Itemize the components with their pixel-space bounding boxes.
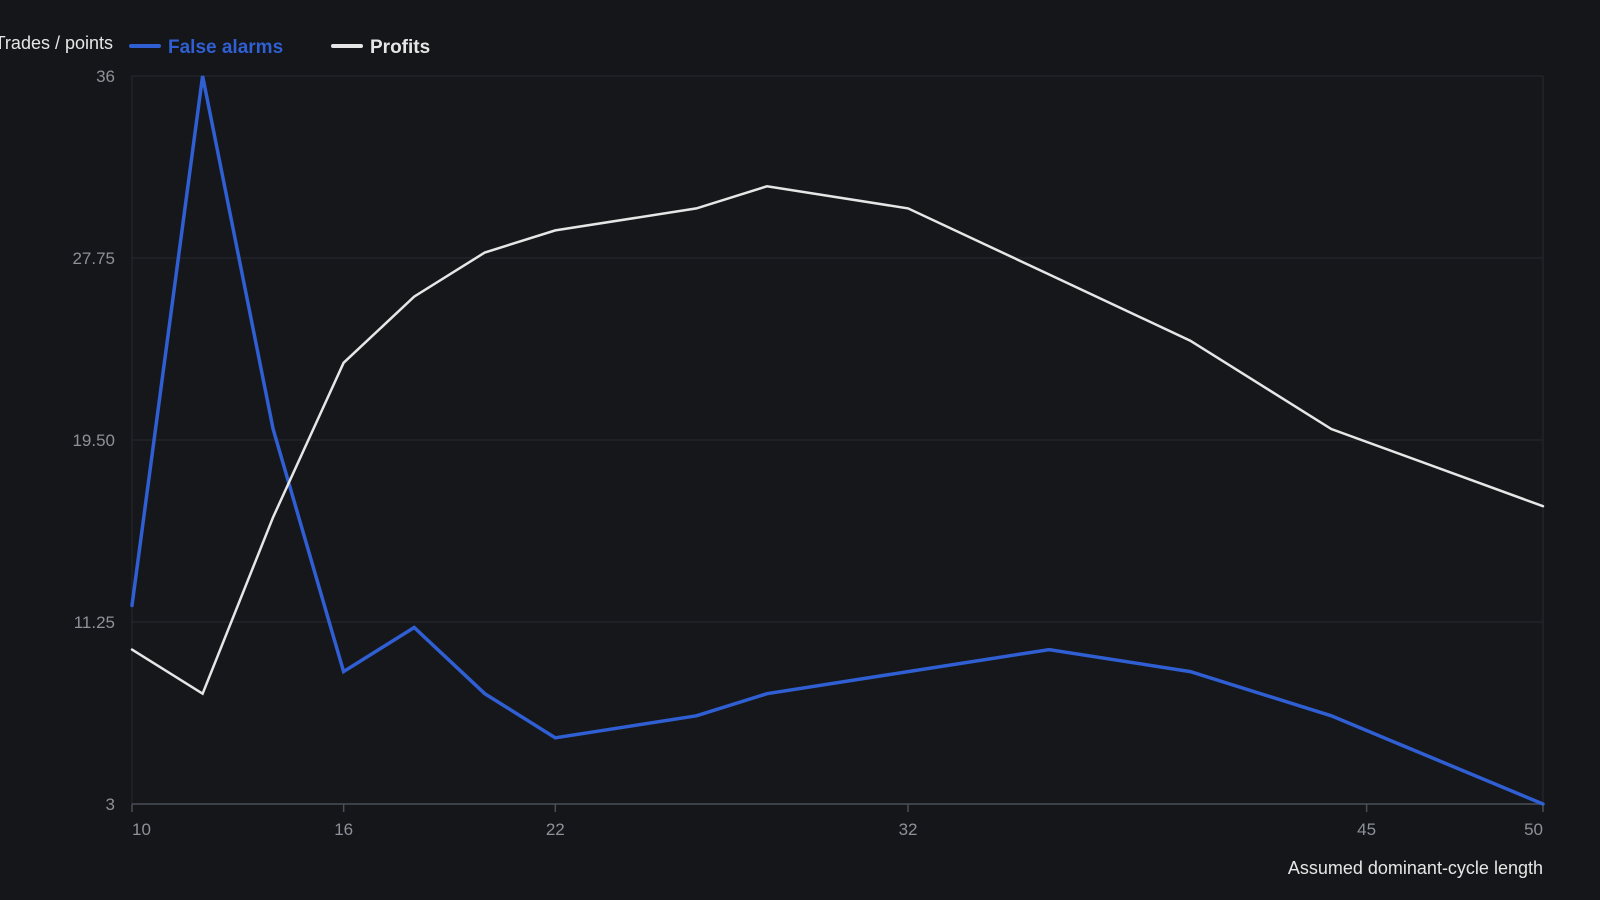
legend-label-profits: Profits — [370, 37, 430, 58]
legend-item-false-alarms[interactable]: False alarms — [129, 37, 283, 58]
legend: False alarms Profits — [129, 37, 430, 58]
series — [130, 75, 1545, 806]
y-tick-label: 36 — [96, 67, 115, 86]
series-line-profits — [130, 185, 1545, 696]
legend-item-profits[interactable]: Profits — [331, 37, 430, 58]
axes: Trades / points Assumed dominant-cycle l… — [0, 33, 1544, 878]
legend-label-false-alarms: False alarms — [168, 37, 283, 58]
x-tick-label: 10 — [132, 820, 151, 839]
series-line-false-alarms — [130, 75, 1545, 806]
y-tick-label: 27.75 — [72, 249, 115, 268]
x-tick-label: 45 — [1357, 820, 1376, 839]
y-axis-title: Trades / points — [0, 33, 113, 53]
x-axis-title: Assumed dominant-cycle length — [1288, 858, 1543, 878]
y-tick-label: 19.50 — [72, 431, 115, 450]
x-tick-label: 32 — [899, 820, 918, 839]
x-tick-label: 16 — [334, 820, 353, 839]
x-tick-label: 22 — [546, 820, 565, 839]
x-tick-label: 50 — [1524, 820, 1543, 839]
grid-lines — [131, 75, 1544, 805]
y-tick-label: 3 — [106, 795, 115, 814]
y-tick-label: 11.25 — [74, 613, 115, 632]
